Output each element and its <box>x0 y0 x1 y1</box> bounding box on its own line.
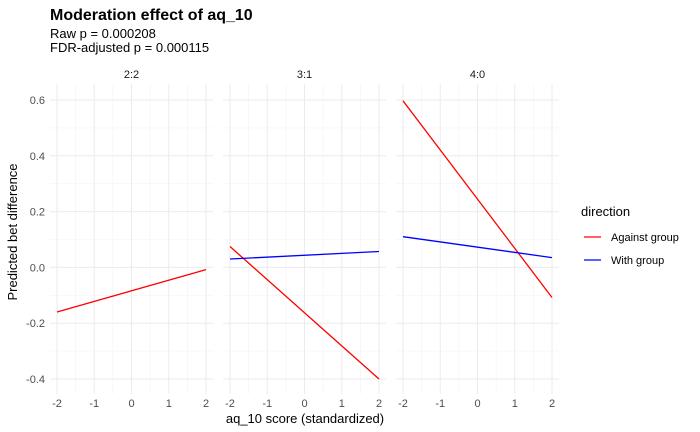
x-tick-label: 2 <box>549 398 555 410</box>
facet-panel: 3:1 <box>223 69 386 394</box>
chart-subtitle-raw-p: Raw p = 0.000208 <box>50 26 156 41</box>
x-tick-label: 1 <box>512 398 518 410</box>
legend-entry-label: With group <box>611 255 664 267</box>
y-tick-label: 0.6 <box>30 95 45 107</box>
facet-strip-label: 2:2 <box>124 69 139 81</box>
x-tick-label: 1 <box>166 398 172 410</box>
series-line-against-group <box>229 246 380 380</box>
x-tick-label: -2 <box>52 398 62 410</box>
x-tick-label: 1 <box>339 398 345 410</box>
series-line-with-group <box>402 236 553 259</box>
y-tick-label: -0.2 <box>26 318 45 330</box>
x-tick-label: -2 <box>398 398 408 410</box>
series-line-with-group <box>229 250 380 260</box>
x-tick-label: 2 <box>203 398 209 410</box>
y-tick-label: 0.4 <box>30 151 45 163</box>
facet-panel: 2:2 <box>50 69 213 394</box>
legend: direction Against group With group <box>581 204 679 267</box>
x-tick-label: -1 <box>435 398 445 410</box>
series-line-against-group <box>56 268 207 313</box>
legend-entry-label: Against group <box>611 232 679 244</box>
chart-title: Moderation effect of aq_10 <box>50 7 253 24</box>
chart-subtitle-fdr-p: FDR-adjusted p = 0.000115 <box>50 40 209 55</box>
facet-strip-label: 4:0 <box>470 69 485 81</box>
y-tick-label: 0.2 <box>30 207 45 219</box>
y-tick-label: -0.4 <box>26 374 45 386</box>
series-line-against-group <box>402 100 553 298</box>
y-tick-label: 0.0 <box>30 262 45 274</box>
x-tick-label: 2 <box>376 398 382 410</box>
facet-panels: 2:2 3:1 4:0 <box>50 69 559 394</box>
facet-strip-label: 3:1 <box>297 69 312 81</box>
x-tick-label: 0 <box>128 398 134 410</box>
x-axis-label: aq_10 score (standardized) <box>226 411 384 426</box>
y-axis-ticks: -0.4 -0.2 0.0 0.2 0.4 0.6 <box>26 95 45 386</box>
x-tick-label: 0 <box>301 398 307 410</box>
x-tick-label: -1 <box>89 398 99 410</box>
y-axis-label: Predicted bet difference <box>5 163 20 300</box>
legend-title: direction <box>581 204 630 219</box>
facet-panel: 4:0 <box>396 69 559 394</box>
x-tick-label: -2 <box>225 398 235 410</box>
x-tick-label: -1 <box>262 398 272 410</box>
x-tick-label: 0 <box>474 398 480 410</box>
x-axis-ticks: -2 -1 0 1 2 -2 -1 0 1 2 -2 -1 0 1 2 <box>52 398 555 410</box>
